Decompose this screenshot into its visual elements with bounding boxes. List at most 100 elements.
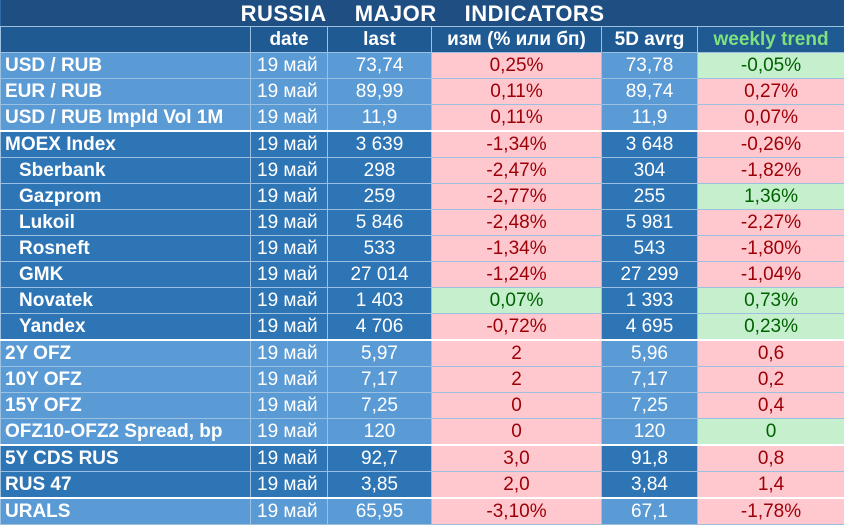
row-trend: -1,80% (698, 236, 844, 262)
row-last: 65,95 (328, 498, 432, 525)
row-trend: -2,27% (698, 210, 844, 236)
row-trend: 0,27% (698, 79, 844, 105)
row-last: 7,25 (328, 393, 432, 419)
row-trend: 0,73% (698, 288, 844, 314)
row-avg: 4 695 (602, 314, 698, 341)
row-avg: 67,1 (602, 498, 698, 525)
row-trend: -1,04% (698, 262, 844, 288)
row-name: URALS (1, 498, 251, 525)
row-trend: 0,6 (698, 340, 844, 367)
row-date: 19 май (251, 184, 328, 210)
row-change: 0 (432, 419, 602, 446)
title-word: MAJOR (355, 1, 437, 26)
row-date: 19 май (251, 472, 328, 499)
row-last: 259 (328, 184, 432, 210)
row-trend: 1,36% (698, 184, 844, 210)
row-name: RUS 47 (1, 472, 251, 499)
header-cell-trend: weekly trend (698, 27, 844, 53)
row-trend: -1,82% (698, 158, 844, 184)
row-name: Novatek (1, 288, 251, 314)
row-avg: 5,96 (602, 340, 698, 367)
row-date: 19 май (251, 393, 328, 419)
row-avg: 91,8 (602, 445, 698, 472)
row-name: 15Y OFZ (1, 393, 251, 419)
header-cell-avg: 5D avrg (602, 27, 698, 53)
row-change: 2,0 (432, 472, 602, 499)
header-cell-name (1, 27, 251, 53)
row-change: 3,0 (432, 445, 602, 472)
row-date: 19 май (251, 367, 328, 393)
row-name: Yandex (1, 314, 251, 341)
row-name: 5Y CDS RUS (1, 445, 251, 472)
row-last: 27 014 (328, 262, 432, 288)
row-date: 19 май (251, 498, 328, 525)
row-avg: 1 393 (602, 288, 698, 314)
row-change: -1,24% (432, 262, 602, 288)
row-avg: 7,25 (602, 393, 698, 419)
row-date: 19 май (251, 314, 328, 341)
row-change: 2 (432, 340, 602, 367)
row-last: 533 (328, 236, 432, 262)
row-name: USD / RUB (1, 53, 251, 79)
row-last: 1 403 (328, 288, 432, 314)
header-row: date last изм (% или бп) 5D avrg weekly … (1, 27, 844, 53)
row-trend: 0,8 (698, 445, 844, 472)
row-change: 0,07% (432, 288, 602, 314)
row-change: -3,10% (432, 498, 602, 525)
row-avg: 543 (602, 236, 698, 262)
row-trend: -1,78% (698, 498, 844, 525)
row-avg: 255 (602, 184, 698, 210)
row-change: 0,11% (432, 105, 602, 132)
row-name: 10Y OFZ (1, 367, 251, 393)
row-name: 2Y OFZ (1, 340, 251, 367)
row-change: -2,47% (432, 158, 602, 184)
row-change: -1,34% (432, 236, 602, 262)
row-trend: 0,07% (698, 105, 844, 132)
row-last: 73,74 (328, 53, 432, 79)
title-word: INDICATORS (465, 1, 605, 26)
row-date: 19 май (251, 210, 328, 236)
row-trend: 1,4 (698, 472, 844, 499)
header-cell-change: изм (% или бп) (432, 27, 602, 53)
header-cell-date: date (251, 27, 328, 53)
row-date: 19 май (251, 288, 328, 314)
row-avg: 11,9 (602, 105, 698, 132)
row-date: 19 май (251, 158, 328, 184)
row-date: 19 май (251, 262, 328, 288)
row-avg: 120 (602, 419, 698, 446)
row-name: MOEX Index (1, 131, 251, 158)
row-trend: 0 (698, 419, 844, 446)
row-name: Lukoil (1, 210, 251, 236)
row-last: 3 639 (328, 131, 432, 158)
row-avg: 27 299 (602, 262, 698, 288)
row-last: 120 (328, 419, 432, 446)
row-name: USD / RUB Impld Vol 1M (1, 105, 251, 132)
row-avg: 304 (602, 158, 698, 184)
row-date: 19 май (251, 105, 328, 132)
row-name: OFZ10-OFZ2 Spread, bp (1, 419, 251, 446)
row-last: 5,97 (328, 340, 432, 367)
row-change: 2 (432, 367, 602, 393)
row-last: 298 (328, 158, 432, 184)
row-trend: 0,4 (698, 393, 844, 419)
row-avg: 3 648 (602, 131, 698, 158)
row-date: 19 май (251, 53, 328, 79)
row-change: -1,34% (432, 131, 602, 158)
row-name: EUR / RUB (1, 79, 251, 105)
row-trend: -0,26% (698, 131, 844, 158)
